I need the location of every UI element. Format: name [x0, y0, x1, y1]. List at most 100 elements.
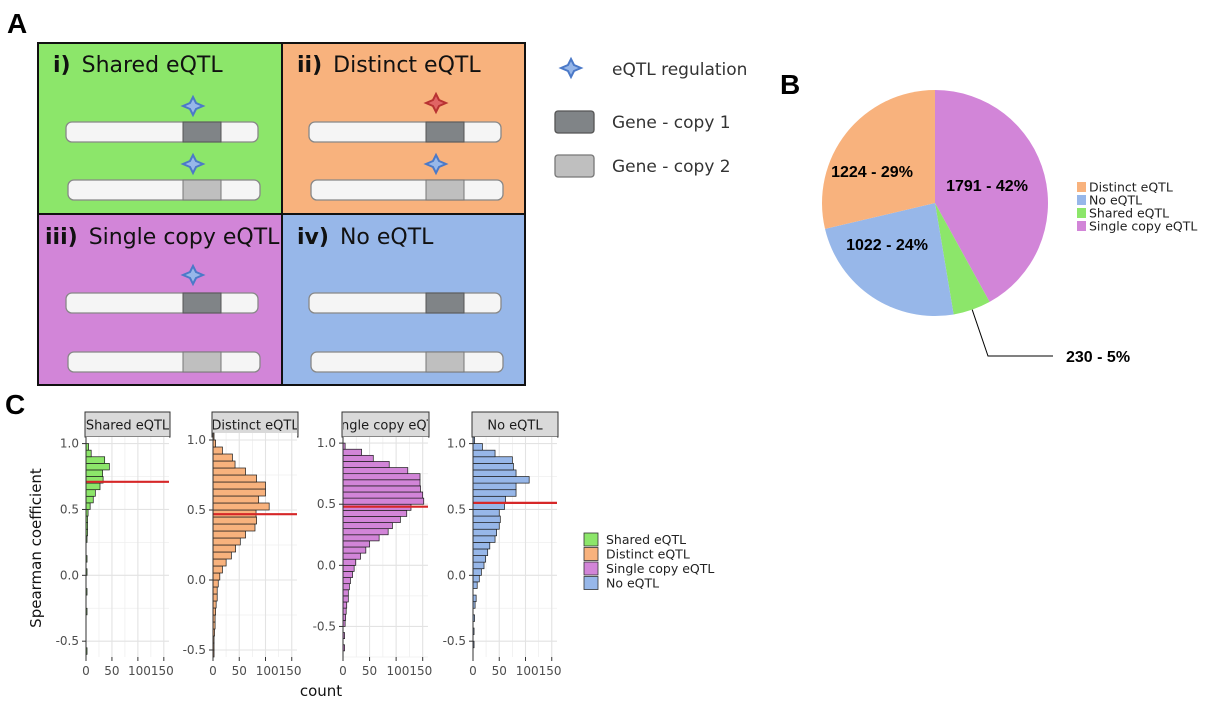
- histogram-bar: [342, 534, 380, 542]
- histogram-bar: [472, 443, 483, 451]
- histogram-bar: [85, 463, 110, 471]
- histogram-legend-swatch: [583, 532, 599, 547]
- histogram-bar: [342, 522, 393, 530]
- histogram-bar: [342, 601, 348, 609]
- facet-strip-label: No eQTL: [487, 419, 543, 434]
- histogram-bar: [85, 502, 91, 510]
- quadrant-no-eqtl: iv) No eQTL: [282, 214, 525, 385]
- chromosome-copy-2: [67, 179, 261, 201]
- legend-copy-2-swatch: [554, 154, 595, 178]
- x-tick-label: 50: [362, 664, 377, 678]
- histogram-bar: [472, 555, 486, 563]
- histogram-bar: [472, 574, 480, 583]
- gene-copy-2-block: [425, 179, 465, 201]
- pie-slice-label: 1224 - 29%: [831, 164, 913, 181]
- histogram-bar: [342, 595, 349, 603]
- histogram-bar: [342, 485, 421, 493]
- pie-slice-label: 1791 - 42%: [946, 178, 1028, 195]
- histogram-bar: [212, 586, 218, 595]
- gene-copy-1-block: [425, 121, 465, 143]
- legend-star-label: eQTL regulation: [612, 60, 747, 80]
- histogram-bar: [212, 495, 260, 504]
- x-tick-label: 0: [469, 664, 477, 678]
- chromosome-copy-2: [67, 351, 261, 373]
- histogram-bar: [472, 568, 482, 576]
- y-tick-label: 0.0: [317, 558, 336, 572]
- histogram-bar: [212, 502, 270, 511]
- pie-slice: [935, 90, 1048, 302]
- histogram-bar: [472, 456, 513, 464]
- panel-a-legend: eQTL regulation Gene - copy 1 Gene - cop…: [554, 56, 747, 178]
- quadrant-shared-title: i) Shared eQTL: [53, 53, 223, 78]
- gene-copy-2-block: [425, 351, 465, 373]
- facet-single: Single copy eQTL -0.5 0.0 0.5 1.0 0 50 100150: [313, 411, 442, 678]
- histogram-bar: [212, 558, 227, 567]
- histogram-bar: [342, 448, 362, 456]
- y-tick-label: 0.0: [447, 568, 466, 582]
- y-tick-label: -0.5: [313, 619, 336, 633]
- histogram-legend-label: Single copy eQTL: [606, 561, 714, 576]
- histogram-bar: [85, 469, 103, 477]
- x-tick-label: 100150: [256, 664, 302, 678]
- chromosome-copy-2: [310, 351, 504, 373]
- panel-b-letter: B: [780, 69, 800, 100]
- panel-a-diagram: i) Shared eQTL ii) Distinct eQTL: [37, 42, 526, 386]
- gene-copy-1-block: [425, 292, 465, 314]
- pie-slice: [935, 203, 990, 315]
- gene-copy-2-block: [182, 351, 222, 373]
- histogram-legend-swatch: [583, 561, 599, 576]
- pie-legend-swatch: [1077, 221, 1086, 231]
- pie-legend-swatch: [1077, 208, 1086, 218]
- x-tick-label: 0: [339, 664, 347, 678]
- y-tick-label: 0.5: [317, 497, 336, 511]
- histogram-bar: [342, 509, 408, 517]
- pie-slice: [825, 203, 954, 316]
- histogram-bar: [342, 491, 424, 499]
- facet-shared: Shared eQTL -0.5 0.0 0.5 1.0 0 50 100150: [56, 411, 174, 678]
- histogram-bar: [212, 481, 266, 490]
- histogram-bar: [85, 495, 94, 504]
- pie-legend-swatch: [1077, 195, 1086, 205]
- pie-slice-label: 230 - 5%: [1066, 349, 1130, 366]
- star-icon: [180, 263, 206, 287]
- y-tick-label: 1.0: [317, 436, 336, 450]
- histogram-bar: [472, 528, 497, 537]
- gene-copy-1-block: [182, 121, 222, 143]
- x-tick-label: 50: [232, 664, 247, 678]
- y-axis-title: Spearman coefficient: [27, 468, 45, 628]
- histogram-bar: [342, 564, 355, 572]
- histogram-bar: [85, 449, 92, 458]
- legend-copy-1-swatch: [554, 110, 595, 134]
- facet-strip-label: Single copy eQTL: [329, 419, 442, 434]
- pie-slice: [822, 90, 935, 229]
- pie-legend-label: Distinct eQTL: [1089, 180, 1173, 195]
- x-tick-label: 0: [209, 664, 217, 678]
- histogram-legend-swatch: [583, 576, 599, 590]
- quadrant-shared: i) Shared eQTL: [38, 43, 282, 214]
- x-axis-title: count: [300, 682, 342, 700]
- pie-legend-label: No eQTL: [1089, 193, 1142, 208]
- x-tick-label: 100150: [387, 664, 433, 678]
- histogram-bar: [342, 546, 367, 554]
- star-icon: [423, 91, 449, 115]
- histogram-bar: [342, 461, 390, 468]
- y-tick-label: 0.0: [187, 573, 206, 587]
- star-icon: [180, 94, 206, 118]
- quadrant-no-eqtl-title: iv) No eQTL: [297, 225, 434, 250]
- pie-chart: 1791 - 42% 230 - 5% 1022 - 24% 1224 - 29%: [822, 90, 1130, 366]
- pie-legend-label: Single copy eQTL: [1089, 219, 1197, 234]
- facet-strip: [341, 411, 430, 438]
- gene-copy-1-block: [182, 292, 222, 314]
- histogram-bar: [212, 537, 241, 546]
- star-icon: [180, 152, 206, 176]
- facet-strip: [211, 411, 299, 438]
- histogram-bar: [472, 449, 496, 458]
- pie-legend-label: Shared eQTL: [1089, 206, 1169, 221]
- x-tick-label: 50: [104, 664, 119, 678]
- histogram-bar: [472, 489, 517, 497]
- chromosome-copy-1: [65, 292, 259, 314]
- histogram-bar: [212, 516, 257, 525]
